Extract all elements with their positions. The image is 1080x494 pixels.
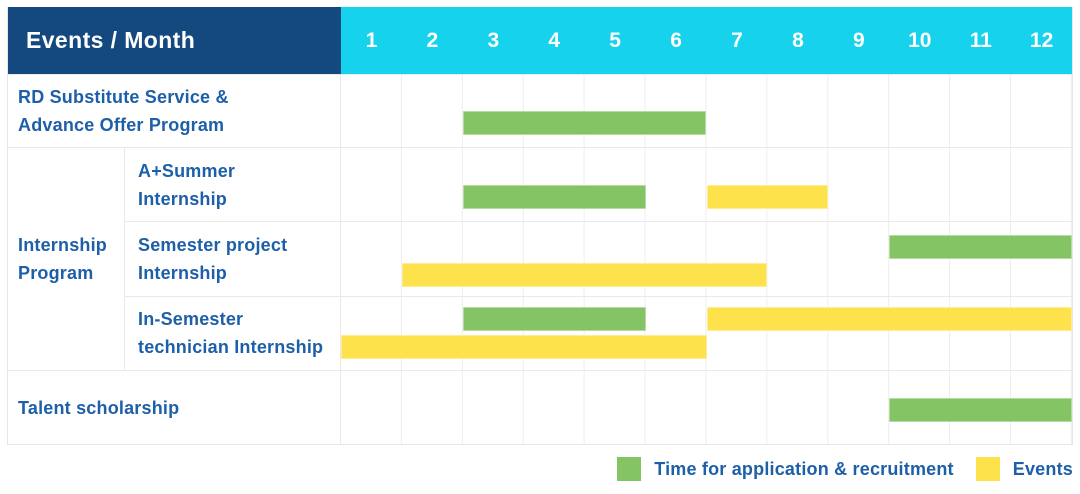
month-10-header-cell: 10: [908, 28, 932, 52]
in-semester-technician-internship-label: In-Semester: [138, 309, 244, 330]
month-2-header-cell: 2: [426, 28, 439, 52]
rd-substitute-service-row: RD Substitute Service & Advance Offer Pro…: [8, 74, 1072, 147]
internship-program-label: Program: [18, 263, 94, 283]
legend-item-recruitment: Time for application & recruitment: [617, 457, 954, 481]
semester-project-internship-row: Semester project Internship: [125, 221, 1072, 296]
a-plus-summer-internship-timeline: [341, 148, 1072, 222]
in-semester-technician-internship-row: In-Semester technician Internship: [125, 295, 1072, 370]
rd-substitute-service-label-cell: RD Substitute Service & Advance Offer Pro…: [8, 75, 341, 147]
table-header-row: Events / Month 1 2 3 4 5 6 7 8 9 10 11 12: [8, 7, 1072, 74]
semester-project-internship-label-cell: Semester project Internship: [125, 222, 341, 296]
events-month-header-cell: Events / Month: [8, 7, 341, 74]
rd-substitute-service-recruitment-bar: [462, 111, 707, 136]
semester-project-internship-label: Internship: [138, 262, 228, 283]
talent-scholarship-label-cell: Talent scholarship: [8, 371, 341, 444]
table-body: RD Substitute Service & Advance Offer Pro…: [8, 74, 1072, 444]
internship-program-group: Internship Program A+Summer Internship Semes…: [8, 147, 1072, 370]
semester-project-internship-label: Semester project: [138, 234, 288, 255]
in-semester-technician-internship-label-cell: In-Semester technician Internship: [125, 296, 341, 370]
month-6-header-cell: 6: [670, 28, 682, 52]
a-plus-summer-internship-label: Internship: [138, 188, 228, 209]
talent-scholarship-row: Talent scholarship: [8, 370, 1072, 444]
month-12-header-cell: 12: [1029, 28, 1054, 52]
events-month-label: Events / Month: [26, 27, 196, 53]
legend: Time for application & recruitment Events: [617, 452, 1073, 486]
rd-substitute-service-label: RD Substitute Service &: [18, 87, 229, 107]
semester-project-internship-recruitment-bar: [889, 235, 1072, 260]
semester-project-internship-event-bar: [401, 263, 768, 288]
events-month-gantt-table: Events / Month 1 2 3 4 5 6 7 8 9 10 11 12 RD Substi…: [7, 7, 1073, 445]
a-plus-summer-internship-event-bar: [706, 185, 829, 210]
a-plus-summer-internship-recruitment-bar: [462, 185, 646, 210]
month-8-header-cell: 8: [792, 28, 804, 52]
month-1-header-cell: 1: [365, 28, 378, 52]
talent-scholarship-label: Talent scholarship: [18, 397, 180, 418]
in-semester-technician-internship-label: technician Internship: [138, 337, 324, 358]
legend-label-event: Events: [1012, 458, 1073, 479]
legend-swatch-recruitment: [617, 457, 642, 481]
talent-scholarship-recruitment-bar: [889, 398, 1072, 423]
legend-item-event: Events: [975, 457, 1073, 481]
legend-swatch-event: [975, 457, 1000, 481]
internship-program-label: Internship: [18, 235, 108, 255]
month-header-strip: 1 2 3 4 5 6 7 8 9 10 11 12: [341, 7, 1072, 74]
in-semester-technician-internship-recruitment-bar: [462, 307, 646, 332]
semester-project-internship-timeline: [341, 222, 1072, 296]
talent-scholarship-timeline: [341, 371, 1072, 444]
a-plus-summer-internship-label-cell: A+Summer Internship: [125, 148, 341, 222]
internship-program-subrows: A+Summer Internship Semester project Intern…: [125, 148, 1072, 370]
month-3-header-cell: 3: [487, 28, 500, 52]
month-11-header-cell: 11: [969, 28, 992, 52]
in-semester-technician-internship-event-bar: [706, 307, 1072, 332]
month-7-header-cell: 7: [731, 28, 743, 52]
internship-program-group-cell: Internship Program: [8, 148, 125, 370]
in-semester-technician-internship-timeline: [341, 296, 1072, 370]
legend-label-recruitment: Time for application & recruitment: [654, 458, 954, 479]
rd-substitute-service-timeline: [341, 75, 1072, 147]
month-5-header-cell: 5: [609, 28, 621, 52]
month-9-header-cell: 9: [852, 28, 865, 52]
rd-substitute-service-label: Advance Offer Program: [18, 115, 225, 135]
a-plus-summer-internship-label: A+Summer: [138, 160, 236, 181]
a-plus-summer-internship-row: A+Summer Internship: [125, 148, 1072, 222]
in-semester-technician-internship-event-bar: [341, 334, 707, 359]
month-4-header-cell: 4: [548, 28, 561, 52]
